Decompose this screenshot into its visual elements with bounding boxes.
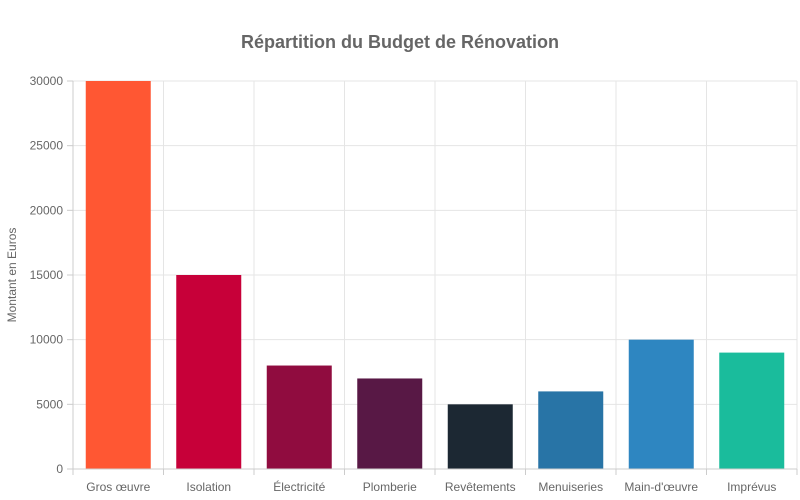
bars: [85, 81, 785, 469]
y-tick-label: 10000: [30, 333, 64, 347]
bar: [538, 391, 604, 469]
y-tick-label: 25000: [30, 139, 64, 153]
x-tick-label: Isolation: [186, 480, 231, 494]
x-tick-label: Plomberie: [363, 480, 417, 494]
bar: [176, 275, 242, 469]
y-tick-label: 0: [56, 462, 63, 476]
x-tick-label: Électricité: [273, 479, 325, 494]
x-tick-label: Imprévus: [727, 480, 776, 494]
bar: [85, 81, 151, 469]
x-axis-ticks: Gros œuvre Isolation Électricité Plomberie R…: [72, 469, 798, 494]
bar: [266, 365, 332, 469]
bar: [447, 404, 513, 469]
x-tick-label: Menuiseries: [538, 480, 603, 494]
y-tick-label: 15000: [30, 268, 64, 282]
y-axis-ticks: 0 5000 10000 15000 20000 25000 30000: [30, 74, 73, 476]
x-tick-label: Gros œuvre: [86, 480, 150, 494]
x-tick-label: Revêtements: [445, 480, 516, 494]
y-axis-title: Montant en Euros: [5, 228, 19, 323]
y-tick-label: 30000: [30, 74, 64, 88]
bar: [719, 352, 785, 469]
x-tick-label: Main-d'œuvre: [624, 480, 698, 494]
grid-lines: [73, 80, 798, 470]
bar: [357, 378, 423, 469]
y-tick-label: 20000: [30, 203, 64, 217]
y-tick-label: 5000: [36, 397, 63, 411]
bar: [628, 339, 694, 469]
chart-title: Répartition du Budget de Rénovation: [241, 32, 559, 52]
